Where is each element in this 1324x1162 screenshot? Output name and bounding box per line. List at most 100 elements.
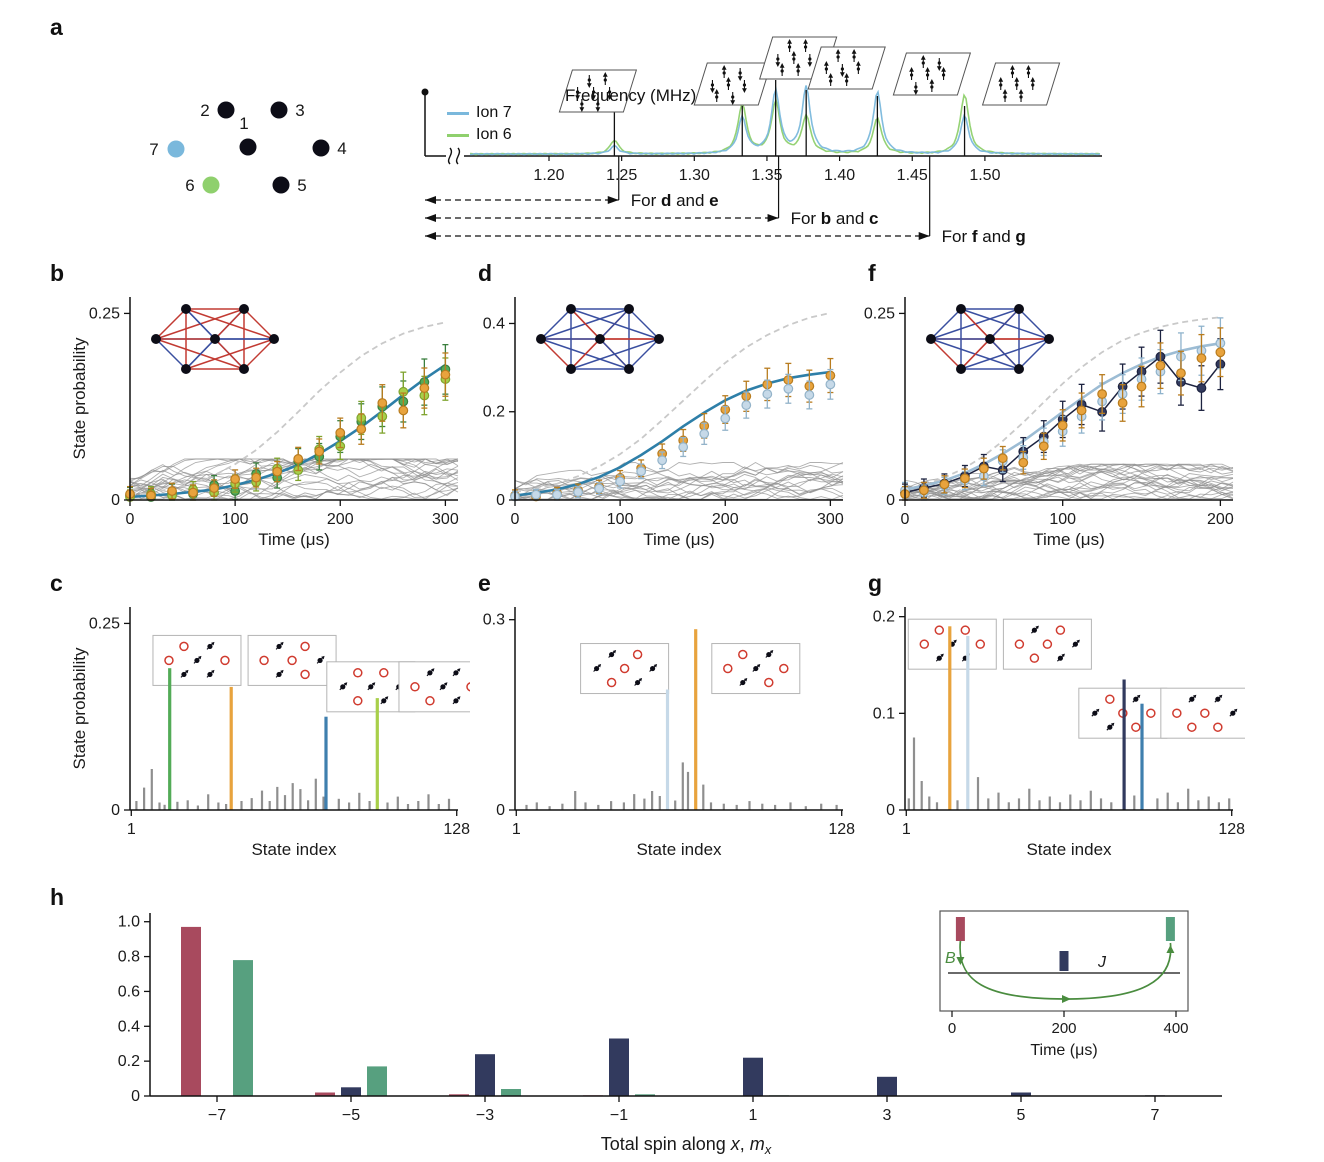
interaction-graph-inset xyxy=(536,304,664,374)
svg-text:128: 128 xyxy=(443,821,470,838)
magnetization-bars xyxy=(181,926,1165,1096)
svg-text:0.25: 0.25 xyxy=(89,615,120,632)
svg-text:1: 1 xyxy=(512,821,521,838)
ion-diagram-svg: 2 3 1 7 4 6 5 xyxy=(149,101,346,195)
svg-text:1: 1 xyxy=(749,1107,758,1124)
panel-c-svg: 0 0.25 1 128 State index State probability xyxy=(70,607,470,859)
panel-a-label: a xyxy=(50,14,63,40)
series-state-orange xyxy=(125,352,451,501)
svg-text:1.30: 1.30 xyxy=(679,167,710,184)
svg-text:1: 1 xyxy=(902,821,911,838)
spectrum-range-label: For d and e xyxy=(631,191,719,210)
svg-text:−1: −1 xyxy=(610,1107,628,1124)
svg-text:300: 300 xyxy=(432,511,459,528)
svg-text:0: 0 xyxy=(131,1088,140,1105)
svg-text:200: 200 xyxy=(712,511,739,528)
panel-f-chart: 0 0.25 0 100 200 Time (μs) xyxy=(845,283,1245,555)
spectrum-range-label: For b and c xyxy=(791,209,879,228)
axes: 0 0.25 0 100 200 300 Time (μs) State probabilit… xyxy=(70,297,459,549)
svg-text:100: 100 xyxy=(607,511,634,528)
panel-f-svg: 0 0.25 0 100 200 Time (μs) xyxy=(864,297,1234,549)
ion-3-dot xyxy=(270,101,288,119)
svg-text:−3: −3 xyxy=(476,1107,494,1124)
interaction-graph-inset xyxy=(926,304,1054,374)
svg-text:Time (μs): Time (μs) xyxy=(258,530,330,549)
svg-text:1.35: 1.35 xyxy=(751,167,782,184)
svg-text:0.4: 0.4 xyxy=(483,315,505,332)
panel-g-svg: 0 0.1 0.2 1 128 State index xyxy=(873,607,1245,859)
svg-text:7: 7 xyxy=(149,140,158,159)
svg-text:Time (μs): Time (μs) xyxy=(1030,1042,1097,1059)
svg-text:State probability: State probability xyxy=(70,647,89,769)
ion-1-dot xyxy=(239,138,257,156)
svg-text:0: 0 xyxy=(111,492,120,509)
legend-item-ion6: Ion 6 xyxy=(447,124,512,146)
svg-text:100: 100 xyxy=(222,511,249,528)
svg-text:0: 0 xyxy=(511,511,520,528)
svg-text:0: 0 xyxy=(886,802,895,819)
panel-c-chart: 0 0.25 1 128 State index State probability xyxy=(70,593,470,865)
svg-text:1.20: 1.20 xyxy=(533,167,564,184)
ion-5-dot xyxy=(272,176,290,194)
svg-text:Time (μs): Time (μs) xyxy=(643,530,715,549)
background-population-traces xyxy=(129,458,459,500)
svg-text:100: 100 xyxy=(1049,511,1076,528)
svg-text:State index: State index xyxy=(251,840,337,859)
panel-g-chart: 0 0.1 0.2 1 128 State index xyxy=(845,593,1245,865)
svg-text:0.6: 0.6 xyxy=(118,983,140,1000)
svg-text:0: 0 xyxy=(496,802,505,819)
svg-text:0.2: 0.2 xyxy=(483,404,505,421)
axes: 0 0.25 1 128 State index State probability xyxy=(70,607,470,859)
svg-text:6: 6 xyxy=(185,176,194,195)
motional-spectrum-plot: 1.20 1.25 1.30 1.35 1.40 1.45 1.50 For d and e F… xyxy=(400,36,1160,274)
svg-text:0.25: 0.25 xyxy=(89,305,120,322)
svg-text:200: 200 xyxy=(327,511,354,528)
panel-d-chart: 0 0.2 0.4 0 100 200 300 Time (μs) xyxy=(455,283,855,555)
ion-6-dot xyxy=(202,176,220,194)
ion-7-dot xyxy=(167,140,185,158)
svg-text:Time (μs): Time (μs) xyxy=(1033,530,1105,549)
series-state-orange xyxy=(900,327,1226,501)
legend-label-ion7: Ion 7 xyxy=(476,104,512,121)
state-probability-bars xyxy=(525,629,838,810)
legend-swatch-ion6-icon xyxy=(447,133,469,137)
panel-e-svg: 0 0.3 1 128 State index xyxy=(483,607,855,859)
panel-h-svg: 0 0.2 0.4 0.6 0.8 1.0 −7 −5 −3 −1 1 3 5 7 Total spin a… xyxy=(118,910,1222,1157)
svg-text:0.3: 0.3 xyxy=(483,612,505,629)
svg-text:1.40: 1.40 xyxy=(824,167,855,184)
panel-h-label: h xyxy=(50,884,65,910)
legend-item-ion7: Ion 7 xyxy=(447,102,512,124)
panel-d-label: d xyxy=(478,260,493,286)
background-population-traces xyxy=(904,463,1234,500)
svg-text:2: 2 xyxy=(200,101,209,120)
panel-d-svg: 0 0.2 0.4 0 100 200 300 Time (μs) xyxy=(483,297,844,549)
panel-g-label: g xyxy=(868,570,883,596)
spectrum-frequency-title: Frequency (MHz) xyxy=(565,86,697,105)
panel-e-chart: 0 0.3 1 128 State index xyxy=(455,593,855,865)
svg-text:J: J xyxy=(1097,954,1107,971)
panel-f-label: f xyxy=(868,260,876,286)
interaction-graph-inset xyxy=(151,304,279,374)
legend-swatch-ion7-icon xyxy=(447,111,469,115)
svg-text:1.50: 1.50 xyxy=(969,167,1000,184)
svg-text:0: 0 xyxy=(901,511,910,528)
svg-text:200: 200 xyxy=(1207,511,1234,528)
svg-text:1.45: 1.45 xyxy=(897,167,928,184)
svg-text:1: 1 xyxy=(127,821,136,838)
svg-text:0.4: 0.4 xyxy=(118,1018,140,1035)
svg-text:B: B xyxy=(945,950,956,967)
svg-text:State index: State index xyxy=(1026,840,1112,859)
axes: 0 0.2 0.4 0 100 200 300 Time (μs) xyxy=(483,297,844,549)
spectrum-range-label: For f and g xyxy=(942,227,1026,246)
ion-arrangement-diagram: 2 3 1 7 4 6 5 xyxy=(138,90,368,208)
panel-e-label: e xyxy=(478,570,491,596)
svg-text:0.2: 0.2 xyxy=(873,609,895,626)
basis-state-insets xyxy=(152,634,470,713)
svg-text:128: 128 xyxy=(1218,821,1245,838)
svg-text:128: 128 xyxy=(828,821,855,838)
svg-text:State probability: State probability xyxy=(70,337,89,459)
legend-label-ion6: Ion 6 xyxy=(476,126,512,143)
svg-text:0: 0 xyxy=(111,802,120,819)
svg-text:1.0: 1.0 xyxy=(118,914,140,931)
panel-c-label: c xyxy=(50,570,63,596)
